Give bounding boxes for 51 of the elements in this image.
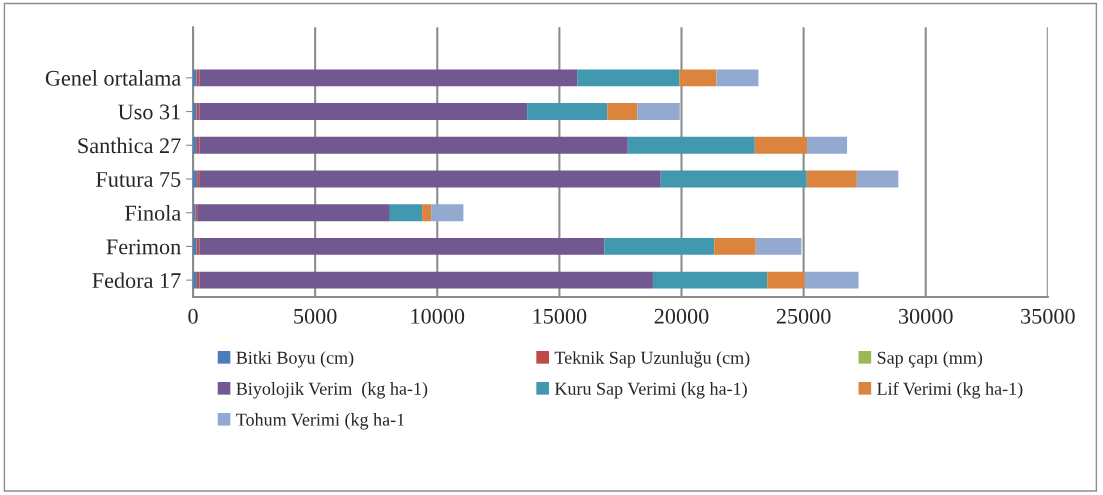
x-tick-label: 5000: [294, 308, 337, 324]
x-tick-label: 30000: [899, 308, 953, 324]
bar: [637, 103, 680, 120]
legend-label: Kuru Sap Verimi (kg ha-1): [554, 382, 747, 399]
bar: [804, 271, 859, 289]
legend-label: Sap çapı (mm): [877, 351, 983, 368]
bar: [199, 136, 628, 154]
bar: [431, 204, 464, 222]
bar: [714, 237, 756, 255]
bar: [199, 103, 528, 120]
bar: [389, 204, 423, 222]
y-tick-label: Genel ortalama: [45, 70, 181, 86]
bar: [660, 170, 807, 188]
x-tick-label: 20000: [654, 308, 709, 324]
y-tick-label: Ferimon: [106, 239, 181, 255]
bar: [767, 271, 805, 289]
bar: [527, 103, 608, 120]
legend-label: Teknik Sap Uzunluğu (cm): [554, 351, 750, 368]
bar: [716, 69, 759, 87]
x-tick-label: 10000: [411, 308, 465, 324]
bar: [679, 69, 717, 87]
legend-label: Biyolojik Verim (kg ha-1): [236, 382, 428, 399]
bar: [199, 170, 661, 188]
bar: [607, 103, 638, 120]
bar: [807, 136, 848, 154]
bar: [627, 136, 755, 154]
bar: [422, 204, 432, 222]
y-tick-label: Uso 31: [118, 104, 180, 120]
bar: [604, 237, 715, 255]
bar: [199, 271, 653, 289]
bar: [199, 69, 578, 87]
legend-label: Tohum Verimi (kg ha-1: [236, 413, 405, 430]
bar: [577, 69, 680, 87]
bar: [755, 237, 802, 255]
bar: [806, 170, 857, 188]
y-tick-label: Finola: [125, 204, 181, 221]
bar: [856, 170, 899, 188]
legend-label: Lif Verimi (kg ha-1): [877, 381, 1023, 399]
bar: [197, 204, 390, 222]
bar: [197, 170, 200, 188]
y-tick-label: Futura 75: [96, 172, 181, 187]
bar: [199, 237, 605, 255]
bar: [754, 136, 808, 154]
bar: [652, 271, 768, 289]
x-tick-label: 15000: [533, 308, 587, 324]
legend-label: Bitki Boyu (cm): [236, 351, 354, 368]
y-tick-label: Fedora 17: [92, 272, 181, 289]
x-tick-label: 35000: [1021, 308, 1075, 324]
x-tick-label: 25000: [776, 308, 831, 324]
x-tick-label: 0: [188, 308, 198, 324]
y-tick-label: Santhica 27: [78, 137, 181, 154]
